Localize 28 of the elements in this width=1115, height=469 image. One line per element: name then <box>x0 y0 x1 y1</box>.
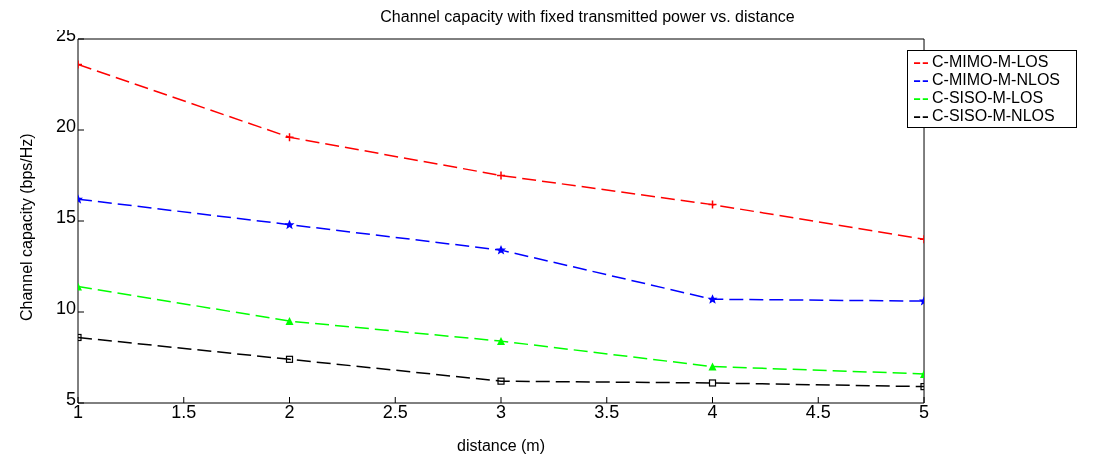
x-tick-label: 3 <box>496 401 507 422</box>
point <box>497 337 506 346</box>
legend-label: C-SISO-M-LOS <box>932 89 1044 106</box>
x-tick-label: 2 <box>284 401 295 422</box>
x-axis-title: distance (m) <box>456 437 546 454</box>
x-tick-label: 3.5 <box>594 401 620 422</box>
legend-label: C-MIMO-M-LOS <box>932 53 1049 70</box>
legend-label: C-SISO-M-NLOS <box>932 107 1055 124</box>
y-tick-label: 15 <box>55 207 76 228</box>
point <box>708 379 717 387</box>
point <box>285 317 294 326</box>
point <box>284 219 295 230</box>
point <box>496 245 507 255</box>
x-tick-label: 2.5 <box>382 401 408 422</box>
y-axis-title: Channel capacity (bps/Hz) <box>17 133 35 321</box>
chart-title: Channel capacity with fixed transmitted power vs. distance <box>380 8 795 25</box>
point <box>497 377 505 385</box>
y-tick-label: 10 <box>55 298 76 319</box>
point <box>707 294 718 304</box>
point <box>708 362 717 371</box>
y-tick-label: 20 <box>55 116 76 137</box>
point <box>285 355 294 363</box>
x-tick-label: 4.5 <box>805 401 831 422</box>
legend-label: C-MIMO-M-NLOS <box>932 71 1060 88</box>
x-tick-label: 4 <box>707 401 718 422</box>
x-tick-label: 1.5 <box>171 401 197 422</box>
point <box>496 170 506 181</box>
x-tick-label: 5 <box>919 401 930 422</box>
